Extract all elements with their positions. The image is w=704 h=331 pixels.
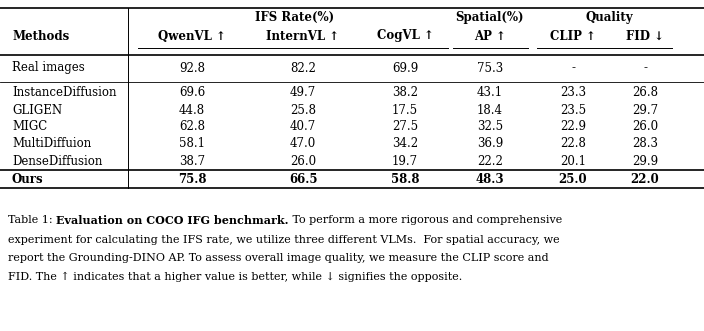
Text: 44.8: 44.8 (179, 104, 205, 117)
Text: 26.0: 26.0 (290, 155, 316, 167)
Text: FID ↓: FID ↓ (626, 29, 664, 42)
Text: 23.5: 23.5 (560, 104, 586, 117)
Text: 22.9: 22.9 (560, 120, 586, 133)
Text: 20.1: 20.1 (560, 155, 586, 167)
Text: experiment for calculating the IFS rate, we utilize three different VLMs.  For s: experiment for calculating the IFS rate,… (8, 235, 560, 245)
Text: Real images: Real images (12, 62, 84, 74)
Text: 25.0: 25.0 (559, 172, 587, 185)
Text: 43.1: 43.1 (477, 86, 503, 100)
Text: QwenVL ↑: QwenVL ↑ (158, 29, 226, 42)
Text: 58.8: 58.8 (391, 172, 420, 185)
Text: Methods: Methods (12, 29, 69, 42)
Text: 29.9: 29.9 (632, 155, 658, 167)
Text: 38.2: 38.2 (392, 86, 418, 100)
Text: -: - (571, 62, 575, 74)
Text: 82.2: 82.2 (290, 62, 316, 74)
Text: Evaluation on COCO IFG benchmark.: Evaluation on COCO IFG benchmark. (56, 214, 289, 225)
Text: IFS Rate(%): IFS Rate(%) (256, 11, 334, 24)
Text: 19.7: 19.7 (392, 155, 418, 167)
Text: 26.8: 26.8 (632, 86, 658, 100)
Text: AP ↑: AP ↑ (474, 29, 506, 42)
Text: DenseDiffusion: DenseDiffusion (12, 155, 102, 167)
Text: 40.7: 40.7 (290, 120, 316, 133)
Text: 27.5: 27.5 (392, 120, 418, 133)
Text: 69.6: 69.6 (179, 86, 205, 100)
Text: CLIP ↑: CLIP ↑ (550, 29, 596, 42)
Text: 36.9: 36.9 (477, 137, 503, 151)
Text: Quality: Quality (585, 11, 633, 24)
Text: 23.3: 23.3 (560, 86, 586, 100)
Text: InstanceDiffusion: InstanceDiffusion (12, 86, 116, 100)
Text: 22.0: 22.0 (631, 172, 660, 185)
Text: MultiDiffuion: MultiDiffuion (12, 137, 92, 151)
Text: -: - (643, 62, 647, 74)
Text: 29.7: 29.7 (632, 104, 658, 117)
Text: GLIGEN: GLIGEN (12, 104, 62, 117)
Text: 92.8: 92.8 (179, 62, 205, 74)
Text: 22.2: 22.2 (477, 155, 503, 167)
Text: Table 1:: Table 1: (8, 215, 56, 225)
Text: MIGC: MIGC (12, 120, 47, 133)
Text: InternVL ↑: InternVL ↑ (266, 29, 339, 42)
Text: 75.3: 75.3 (477, 62, 503, 74)
Text: 18.4: 18.4 (477, 104, 503, 117)
Text: 58.1: 58.1 (179, 137, 205, 151)
Text: 26.0: 26.0 (632, 120, 658, 133)
Text: 22.8: 22.8 (560, 137, 586, 151)
Text: Ours: Ours (12, 172, 44, 185)
Text: 38.7: 38.7 (179, 155, 205, 167)
Text: Spatial(%): Spatial(%) (455, 11, 524, 24)
Text: 17.5: 17.5 (392, 104, 418, 117)
Text: CogVL ↑: CogVL ↑ (377, 29, 434, 42)
Text: 49.7: 49.7 (290, 86, 316, 100)
Text: 69.9: 69.9 (392, 62, 418, 74)
Text: report the Grounding-DINO AP. To assess overall image quality, we measure the CL: report the Grounding-DINO AP. To assess … (8, 253, 548, 263)
Text: 25.8: 25.8 (290, 104, 316, 117)
Text: 28.3: 28.3 (632, 137, 658, 151)
Text: 32.5: 32.5 (477, 120, 503, 133)
Text: 48.3: 48.3 (476, 172, 504, 185)
Text: 75.8: 75.8 (177, 172, 206, 185)
Text: 66.5: 66.5 (289, 172, 318, 185)
Text: 47.0: 47.0 (290, 137, 316, 151)
Text: 34.2: 34.2 (392, 137, 418, 151)
Text: FID. The ↑ indicates that a higher value is better, while ↓ signifies the opposi: FID. The ↑ indicates that a higher value… (8, 272, 463, 282)
Text: To perform a more rigorous and comprehensive: To perform a more rigorous and comprehen… (289, 215, 562, 225)
Text: 62.8: 62.8 (179, 120, 205, 133)
